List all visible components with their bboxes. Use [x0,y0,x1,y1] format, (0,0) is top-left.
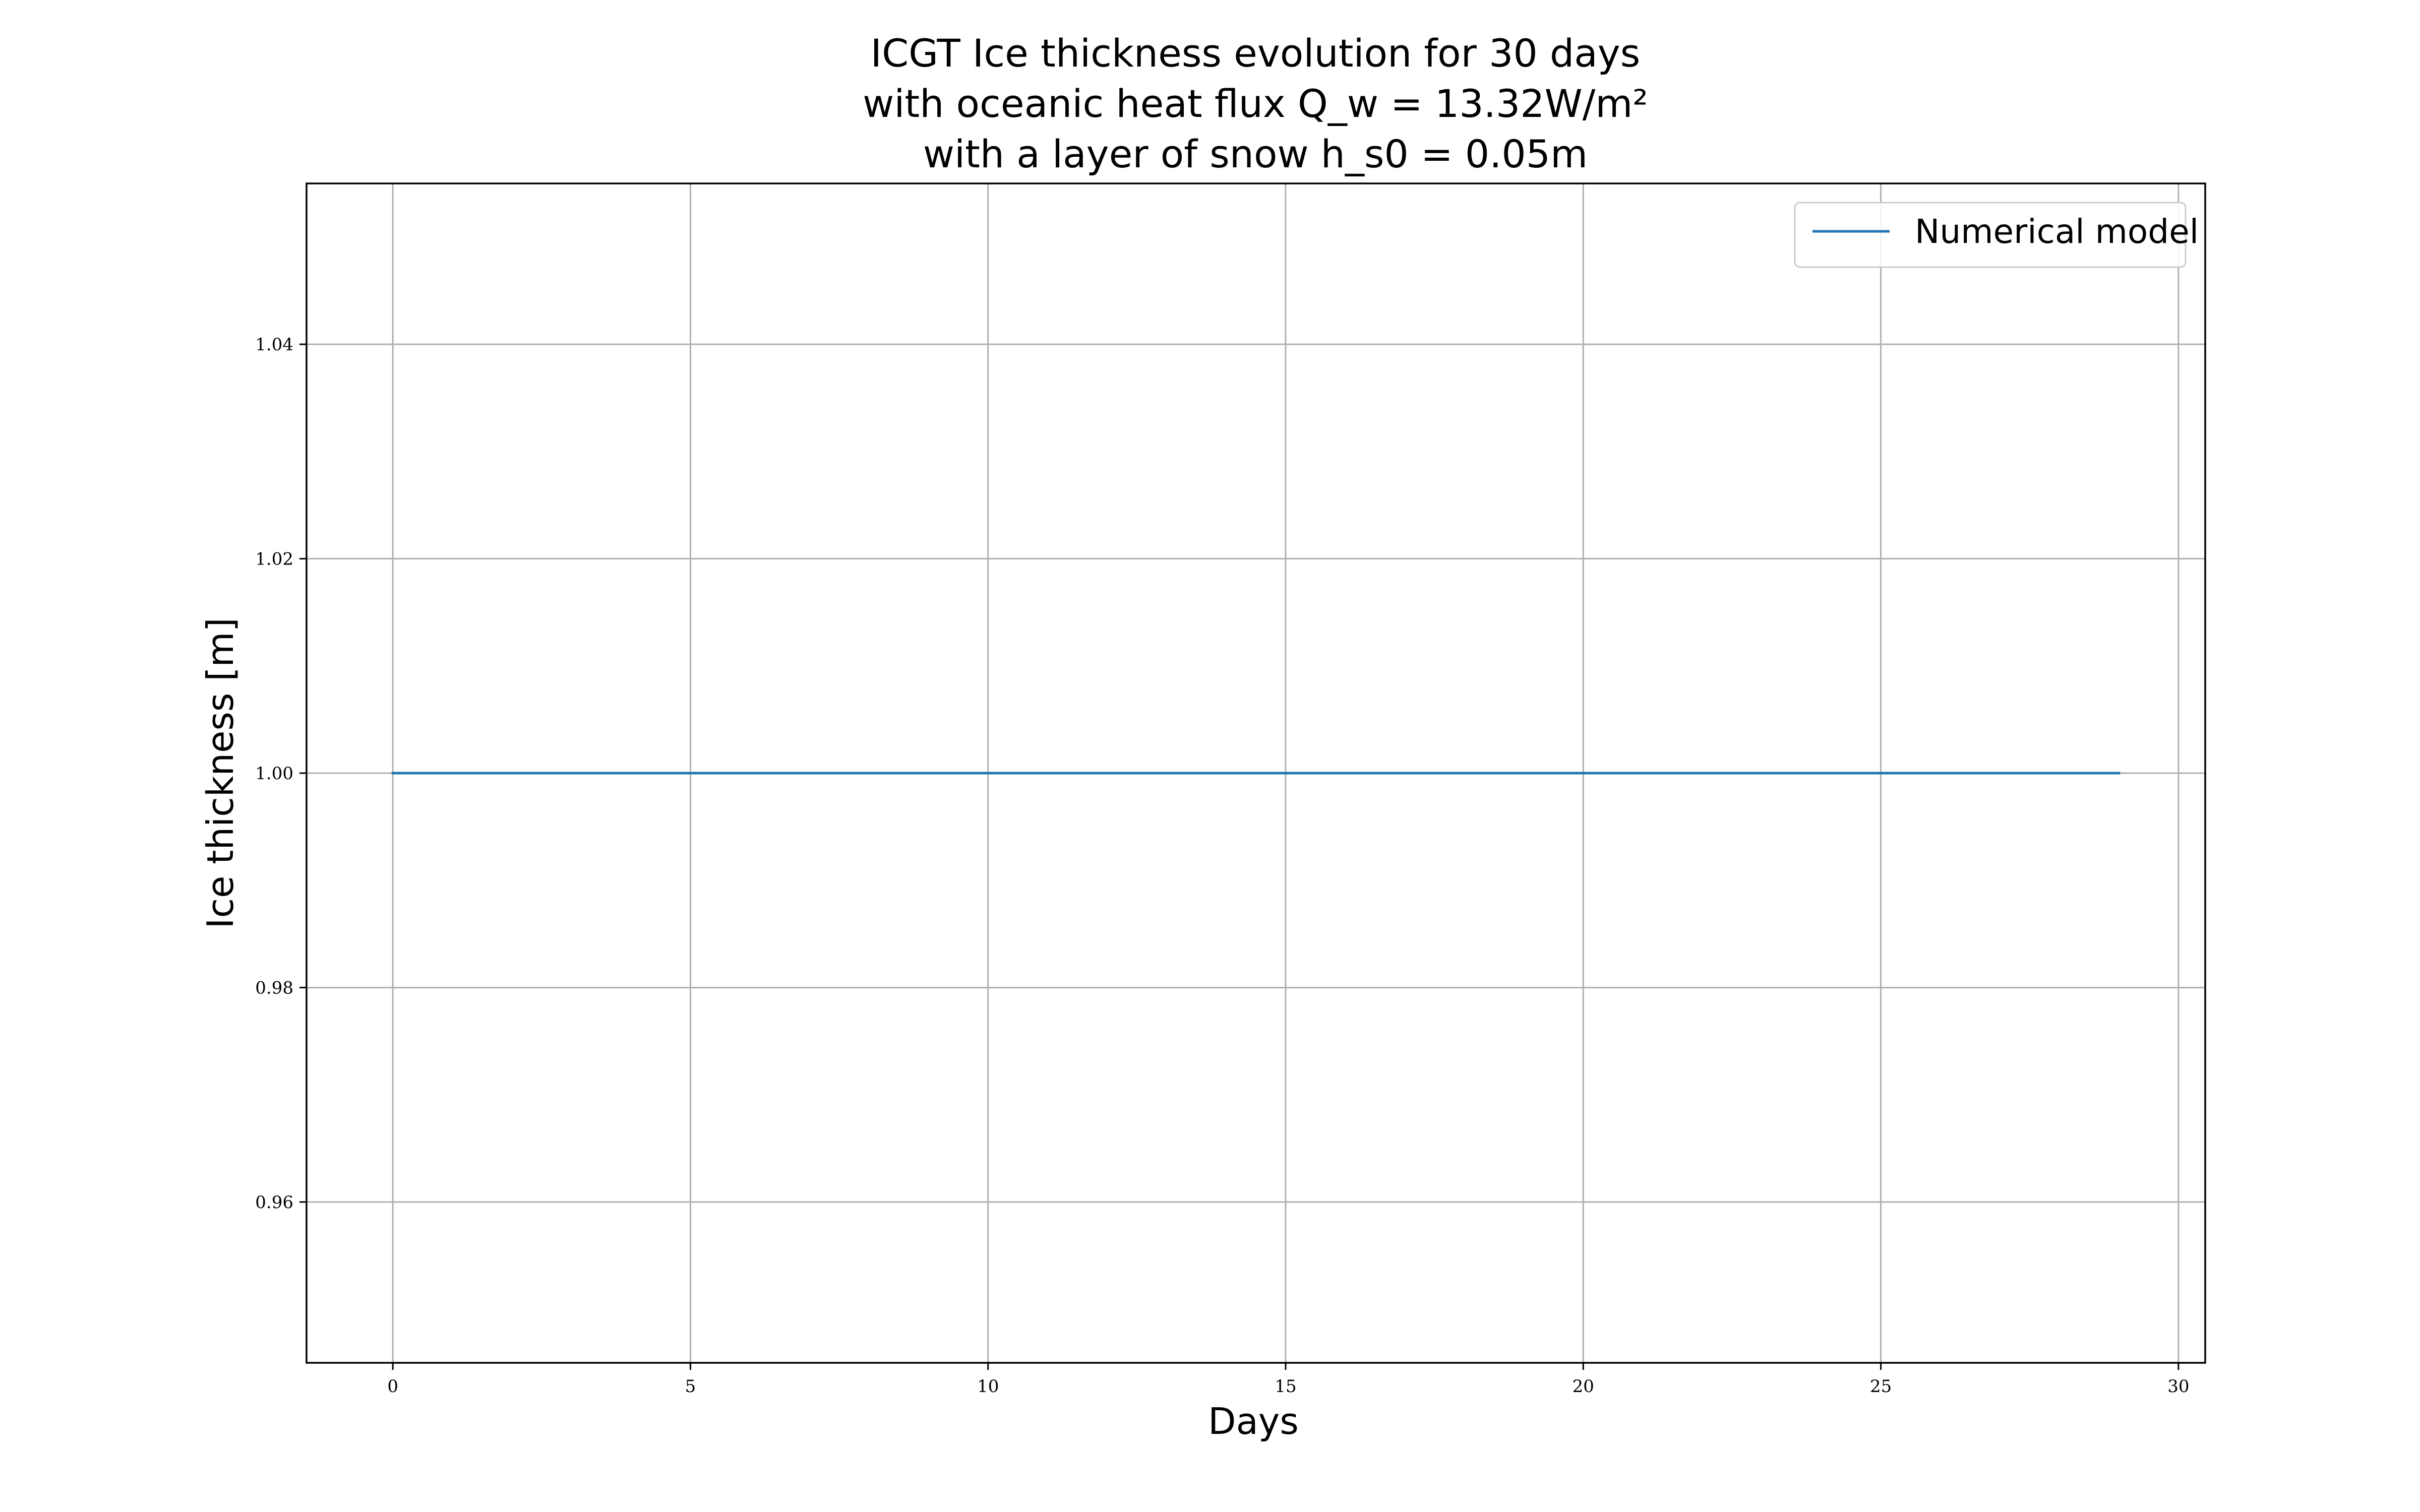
x-tick-label: 25 [1870,1376,1892,1397]
plot-frame [306,182,2206,1364]
legend-box [1794,202,2187,268]
ticks: 0 5 10 15 20 25 30 0.96 0.98 1.00 1.02 1.04 [255,335,2189,1397]
chart-title-line-1: ICGT Ice thickness evolution for 30 days [871,31,1641,76]
x-axis-label: Days [1208,1400,1299,1442]
y-tick-label: 1.02 [255,549,293,570]
y-axis-label: Ice thickness [m] [199,617,241,928]
y-tick-label: 0.98 [255,978,293,998]
x-tick-label: 15 [1275,1376,1296,1397]
x-tick-label: 0 [387,1376,398,1397]
x-tick-label: 5 [685,1376,696,1397]
y-tick-label: 1.00 [255,764,293,784]
chart-title-line-2: with oceanic heat flux Q_w = 13.32W/m² [863,81,1648,126]
x-tick-label: 10 [977,1376,999,1397]
legend: Numerical model [1794,202,2199,268]
y-tick-label: 1.04 [255,335,293,355]
y-tick-label: 0.96 [255,1192,293,1213]
x-tick-label: 30 [2167,1376,2189,1397]
legend-label-numerical-model: Numerical model [1915,212,2199,251]
x-tick-label: 20 [1572,1376,1594,1397]
chart-title-line-3: with a layer of snow h_s0 = 0.05m [923,132,1588,176]
